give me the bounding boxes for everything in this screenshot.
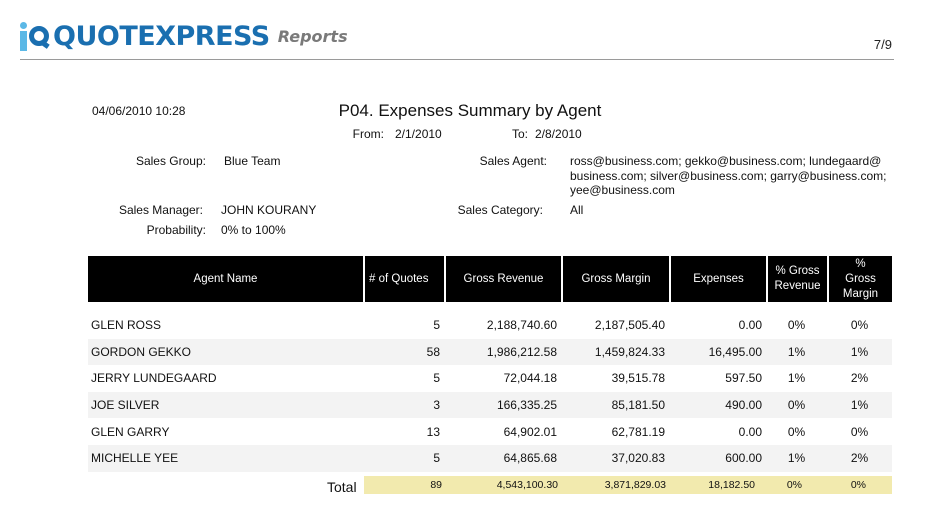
margin-cell: 1,459,824.33 [561, 338, 669, 366]
expenses-cell: 490.00 [669, 391, 766, 419]
from-label: From: [352, 127, 384, 141]
table-row: JERRY LUNDEGAARD 5 72,044.18 39,515.78 5… [88, 365, 892, 392]
pct-margin-cell: 1% [827, 338, 892, 366]
table-row: MICHELLE YEE 5 64,865.68 37,020.83 600.0… [88, 444, 892, 472]
expenses-cell: 600.00 [669, 444, 766, 472]
header-agent-name: Agent Name [88, 256, 363, 302]
total-row: 89 4,543,100.30 3,871,829.03 18,182.50 0… [364, 476, 892, 494]
header-pct-gross-margin-label: % Gross Margin [842, 257, 879, 300]
header-gross-margin: Gross Margin [561, 256, 669, 302]
revenue-cell: 64,865.68 [444, 444, 561, 472]
revenue-cell: 1,986,212.58 [444, 338, 561, 366]
total-pct-revenue: 0% [786, 479, 802, 491]
total-margin: 3,871,829.03 [604, 479, 666, 491]
agent-name-cell: GLEN GARRY [91, 424, 170, 439]
pct-revenue-cell: 1% [787, 371, 806, 386]
sales-category-value: All [570, 203, 584, 217]
margin-cell: 62,781.19 [611, 424, 665, 439]
revenue-cell: 64,902.01 [503, 424, 557, 439]
pct-margin-cell: 1% [827, 391, 892, 419]
expenses-cell: 16,495.00 [669, 338, 766, 366]
pct-margin-cell: 0% [850, 424, 869, 439]
pct-revenue-cell: 1% [766, 338, 827, 366]
total-quotes: 89 [430, 479, 442, 491]
table-row: GLEN GARRY 13 64,902.01 62,781.19 0.00 0… [88, 418, 892, 445]
header-pct-gross-revenue-label: % Gross Revenue [774, 265, 821, 292]
quotes-cell: 5 [363, 444, 444, 472]
to-label: To: [511, 127, 528, 141]
quotexpress-logo: QUOTEXPRESS Reports [20, 22, 348, 52]
pct-margin-cell: 2% [850, 371, 869, 386]
pct-revenue-cell: 1% [766, 444, 827, 472]
logo-mark-icon [20, 22, 50, 52]
sales-manager-value: JOHN KOURANY [221, 203, 317, 217]
sales-agent-line: ross@business.com; gekko@business.com; l… [570, 154, 882, 168]
header-divider [20, 59, 894, 60]
header-pct-gross-revenue: % Gross Revenue [766, 256, 827, 302]
probability-value: 0% to 100% [221, 223, 286, 237]
sales-category-label: Sales Category: [457, 203, 543, 217]
margin-cell: 37,020.83 [561, 444, 669, 472]
sales-agent-label: Sales Agent: [479, 154, 547, 168]
agent-name-cell: JERRY LUNDEGAARD [91, 371, 217, 386]
table-row: GORDON GEKKO 58 1,986,212.58 1,459,824.3… [88, 338, 892, 366]
page-number: 7/9 [873, 37, 892, 52]
pct-margin-cell: 0% [850, 318, 869, 333]
agent-name-cell: JOE SILVER [88, 391, 363, 419]
report-header: QUOTEXPRESS Reports 7/9 [0, 0, 926, 60]
logo-text: QUOTEXPRESS [53, 21, 270, 52]
margin-cell: 2,187,505.40 [594, 318, 665, 333]
margin-cell: 85,181.50 [561, 391, 669, 419]
quotes-cell: 5 [433, 371, 440, 386]
quotes-cell: 3 [363, 391, 444, 419]
sales-agent-value: ross@business.com; gekko@business.com; l… [570, 154, 890, 198]
expenses-cell: 597.50 [725, 371, 762, 386]
sales-group-value: Blue Team [224, 154, 281, 168]
header-gross-revenue: Gross Revenue [444, 256, 561, 302]
revenue-cell: 166,335.25 [444, 391, 561, 419]
total-revenue: 4,543,100.30 [496, 479, 558, 491]
agent-name-cell: GORDON GEKKO [88, 338, 363, 366]
agent-name-cell: GLEN ROSS [91, 318, 162, 333]
pct-margin-cell: 2% [827, 444, 892, 472]
pct-revenue-cell: 0% [766, 391, 827, 419]
margin-cell: 39,515.78 [611, 371, 665, 386]
probability-label: Probability: [146, 223, 206, 237]
total-expenses: 18,182.50 [708, 479, 755, 491]
logo-subtitle: Reports [277, 27, 348, 46]
revenue-cell: 72,044.18 [503, 371, 557, 386]
total-pct-margin: 0% [850, 479, 866, 491]
sales-agent-line: business.com; silver@business.com; garry… [570, 168, 887, 183]
expenses-cell: 0.00 [738, 318, 762, 333]
quotes-cell: 58 [363, 338, 444, 366]
header-pct-gross-margin: % Gross Margin [827, 256, 892, 302]
generated-timestamp: 04/06/2010 10:28 [92, 104, 186, 118]
pct-revenue-cell: 0% [787, 318, 806, 333]
sales-agent-line: yee@business.com [570, 183, 675, 197]
quotes-cell: 5 [433, 318, 440, 333]
table-header-row: Agent Name # of Quotes Gross Revenue Gro… [88, 256, 892, 302]
sales-group-label: Sales Group: [135, 154, 206, 168]
sales-manager-label: Sales Manager: [118, 203, 203, 217]
from-value: 2/1/2010 [395, 127, 442, 141]
header-expenses: Expenses [669, 256, 766, 302]
header-num-quotes: # of Quotes [363, 256, 444, 302]
quotes-cell: 13 [426, 424, 440, 439]
total-label: Total [327, 479, 357, 495]
expenses-cell: 0.00 [738, 424, 762, 439]
table-row: JOE SILVER 3 166,335.25 85,181.50 490.00… [88, 391, 892, 419]
to-value: 2/8/2010 [535, 127, 582, 141]
pct-revenue-cell: 0% [787, 424, 806, 439]
report-title: P04. Expenses Summary by Agent [338, 101, 602, 120]
expenses-table: Agent Name # of Quotes Gross Revenue Gro… [88, 256, 892, 472]
revenue-cell: 2,188,740.60 [486, 318, 557, 333]
agent-name-cell: MICHELLE YEE [88, 444, 363, 472]
table-row: GLEN ROSS 5 2,188,740.60 2,187,505.40 0.… [88, 302, 892, 339]
